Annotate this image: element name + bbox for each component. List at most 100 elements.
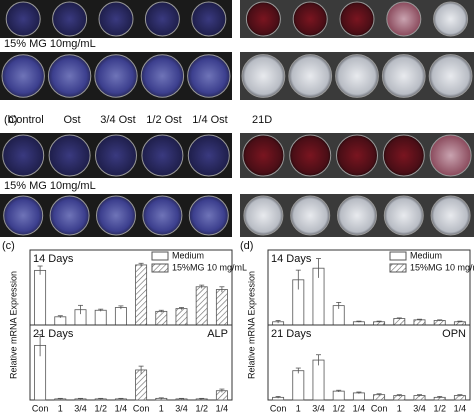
- well: [96, 195, 136, 236]
- group-label: 3/4 Ost: [100, 114, 135, 126]
- bar: [135, 264, 148, 326]
- well: [140, 54, 185, 98]
- x-tick-label: 3/4: [74, 403, 87, 413]
- error-bar: [437, 319, 443, 322]
- well: [5, 1, 41, 37]
- well: [429, 134, 472, 177]
- well: [191, 1, 227, 37]
- error-bar: [336, 389, 342, 393]
- subplot-title: 21 Days: [271, 328, 312, 340]
- subplot-title: 14 Days: [33, 253, 74, 265]
- well: [336, 134, 378, 177]
- group-label: 1/4 Ost: [192, 114, 227, 126]
- legend-swatch: [151, 251, 169, 261]
- y-axis-label: Relative mRNA Expression: [246, 271, 256, 379]
- bar: [34, 269, 47, 326]
- panel-label: (c): [2, 240, 15, 252]
- well: [49, 195, 90, 236]
- charts: (c) Relative mRNA Expression 14 Days Medium…: [2, 240, 474, 413]
- error-bar: [275, 320, 281, 324]
- error-bar: [158, 397, 164, 399]
- error-bar: [118, 397, 124, 400]
- photo-caption: 15% MG 10mg/mL: [4, 38, 96, 50]
- bar: [332, 390, 345, 401]
- well: [339, 1, 375, 37]
- panel-label: (b): [4, 114, 17, 126]
- gene-label: OPN: [442, 328, 466, 340]
- well: [335, 54, 379, 98]
- bar: [433, 320, 446, 326]
- legend-label: Medium: [410, 250, 442, 260]
- well: [288, 54, 333, 98]
- error-bar: [158, 309, 164, 313]
- well: [48, 134, 91, 177]
- x-tick-label: 1/2: [332, 403, 345, 413]
- subplot-title: 14 Days: [271, 253, 312, 265]
- error-bar: [57, 397, 63, 400]
- well: [47, 54, 92, 98]
- error-bar: [396, 394, 402, 397]
- well: [144, 1, 180, 37]
- bar: [195, 286, 208, 326]
- x-tick-label: Con: [371, 403, 388, 413]
- well: [1, 54, 45, 98]
- x-tick-label: 1/2: [195, 403, 208, 413]
- error-bar: [78, 397, 83, 400]
- error-bar: [417, 318, 422, 321]
- x-tick-label: 1/4: [353, 403, 366, 413]
- well: [242, 134, 285, 177]
- bar: [215, 289, 228, 326]
- error-bar: [37, 334, 43, 357]
- x-tick-label: 1/4: [115, 403, 128, 413]
- x-tick-label: 3/4: [312, 403, 325, 413]
- well: [2, 134, 45, 177]
- bar: [94, 309, 107, 326]
- bar: [175, 308, 188, 326]
- x-tick-label: 1/4: [216, 403, 229, 413]
- plot-frame: [29, 324, 233, 401]
- y-axis-label: Relative mRNA Expression: [8, 271, 18, 379]
- bar: [352, 392, 365, 401]
- plot-frame: [267, 324, 471, 401]
- error-bar: [316, 258, 321, 278]
- error-bar: [275, 396, 281, 399]
- error-bar: [457, 394, 463, 397]
- bar: [155, 310, 168, 326]
- bar: [54, 316, 67, 326]
- error-bar: [316, 354, 321, 366]
- x-tick-label: Con: [32, 403, 49, 413]
- well: [243, 195, 284, 236]
- legend-label: 15%MG 10 mg/mL: [410, 262, 474, 272]
- well: [95, 134, 137, 177]
- well: [3, 195, 44, 236]
- bar: [292, 370, 305, 401]
- error-bar: [179, 307, 184, 310]
- x-tick-label: 1/2: [433, 403, 446, 413]
- well: [292, 1, 328, 37]
- well: [430, 195, 471, 236]
- well: [428, 54, 473, 98]
- well: [98, 1, 134, 37]
- x-tick-label: 1: [397, 403, 402, 413]
- error-bar: [417, 394, 422, 397]
- error-bar: [376, 320, 382, 323]
- gene-label: ALP: [207, 328, 228, 340]
- x-tick-label: 1/2: [94, 403, 107, 413]
- error-bar: [179, 397, 184, 400]
- well: [141, 134, 184, 177]
- error-bar: [457, 320, 463, 323]
- well: [142, 195, 183, 236]
- x-tick-label: 3/4: [175, 403, 188, 413]
- x-tick-label: 1: [296, 403, 301, 413]
- well: [383, 195, 424, 236]
- legend-swatch: [389, 251, 407, 261]
- error-bar: [199, 284, 205, 289]
- group-label: Control: [8, 114, 43, 126]
- well: [290, 195, 331, 236]
- well: [187, 54, 231, 98]
- legend-swatch: [151, 263, 169, 273]
- error-bar: [376, 393, 382, 396]
- legend-label: Medium: [172, 250, 204, 260]
- well: [433, 1, 469, 37]
- well: [94, 54, 138, 98]
